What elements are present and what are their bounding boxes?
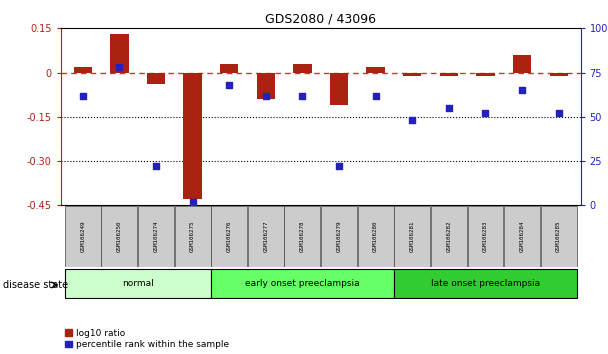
- Point: [188, 199, 198, 205]
- Text: GSM106282: GSM106282: [446, 221, 451, 252]
- Text: GSM106284: GSM106284: [520, 221, 525, 252]
- Text: GSM106274: GSM106274: [153, 221, 159, 252]
- Bar: [431, 206, 467, 267]
- Text: GSM106249: GSM106249: [80, 221, 85, 252]
- Bar: [110, 34, 128, 73]
- Point: [151, 164, 161, 169]
- Bar: [440, 73, 458, 75]
- Bar: [248, 206, 284, 267]
- Bar: [513, 55, 531, 73]
- Bar: [330, 73, 348, 105]
- Bar: [285, 206, 320, 267]
- Text: GSM106283: GSM106283: [483, 221, 488, 252]
- Bar: [211, 269, 393, 297]
- Text: GSM106276: GSM106276: [227, 221, 232, 252]
- Bar: [257, 73, 275, 99]
- Legend: log10 ratio, percentile rank within the sample: log10 ratio, percentile rank within the …: [65, 329, 229, 349]
- Point: [444, 105, 454, 111]
- Bar: [220, 64, 238, 73]
- Point: [517, 87, 527, 93]
- Point: [78, 93, 88, 98]
- Text: GSM106279: GSM106279: [336, 221, 342, 252]
- Bar: [174, 206, 210, 267]
- Bar: [102, 206, 137, 267]
- Bar: [138, 206, 174, 267]
- Point: [407, 118, 417, 123]
- Title: GDS2080 / 43096: GDS2080 / 43096: [265, 13, 376, 26]
- Bar: [65, 269, 210, 297]
- Text: disease state: disease state: [3, 280, 68, 290]
- Text: GSM106285: GSM106285: [556, 221, 561, 252]
- Text: GSM106275: GSM106275: [190, 221, 195, 252]
- Bar: [293, 64, 311, 73]
- Point: [371, 93, 381, 98]
- Point: [334, 164, 344, 169]
- Bar: [468, 206, 503, 267]
- Point: [297, 93, 307, 98]
- Bar: [476, 73, 495, 75]
- Text: GSM106277: GSM106277: [263, 221, 268, 252]
- Text: late onset preeclampsia: late onset preeclampsia: [431, 279, 540, 288]
- Bar: [395, 269, 576, 297]
- Bar: [550, 73, 568, 75]
- Bar: [403, 73, 421, 75]
- Text: GSM106280: GSM106280: [373, 221, 378, 252]
- Bar: [147, 73, 165, 84]
- Point: [114, 64, 124, 70]
- Point: [554, 110, 564, 116]
- Bar: [504, 206, 540, 267]
- Bar: [395, 206, 430, 267]
- Bar: [321, 206, 357, 267]
- Bar: [367, 67, 385, 73]
- Text: GSM106281: GSM106281: [410, 221, 415, 252]
- Text: GSM106278: GSM106278: [300, 221, 305, 252]
- Text: GSM106250: GSM106250: [117, 221, 122, 252]
- Bar: [184, 73, 202, 199]
- Text: normal: normal: [122, 279, 154, 288]
- Point: [224, 82, 234, 88]
- Point: [261, 93, 271, 98]
- Bar: [74, 67, 92, 73]
- Bar: [65, 206, 101, 267]
- Point: [480, 110, 490, 116]
- Bar: [358, 206, 393, 267]
- Bar: [211, 206, 247, 267]
- Text: early onset preeclampsia: early onset preeclampsia: [245, 279, 360, 288]
- Bar: [541, 206, 576, 267]
